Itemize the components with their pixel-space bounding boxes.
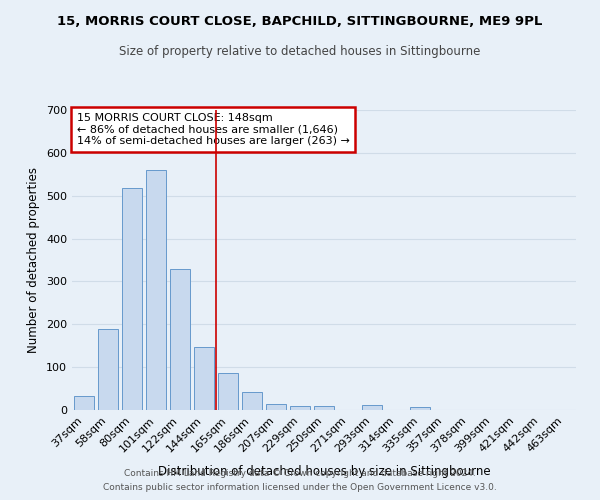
Bar xyxy=(122,188,142,410)
Bar xyxy=(170,268,190,410)
Bar xyxy=(362,406,382,410)
X-axis label: Distribution of detached houses by size in Sittingbourne: Distribution of detached houses by size … xyxy=(158,465,490,478)
Text: Contains public sector information licensed under the Open Government Licence v3: Contains public sector information licen… xyxy=(103,484,497,492)
Bar xyxy=(314,406,334,410)
Bar xyxy=(290,406,310,410)
Bar xyxy=(410,408,430,410)
Bar xyxy=(194,347,214,410)
Text: Size of property relative to detached houses in Sittingbourne: Size of property relative to detached ho… xyxy=(119,45,481,58)
Y-axis label: Number of detached properties: Number of detached properties xyxy=(28,167,40,353)
Text: 15, MORRIS COURT CLOSE, BAPCHILD, SITTINGBOURNE, ME9 9PL: 15, MORRIS COURT CLOSE, BAPCHILD, SITTIN… xyxy=(58,15,542,28)
Bar xyxy=(266,404,286,410)
Text: 15 MORRIS COURT CLOSE: 148sqm
← 86% of detached houses are smaller (1,646)
14% o: 15 MORRIS COURT CLOSE: 148sqm ← 86% of d… xyxy=(77,113,350,146)
Bar xyxy=(146,170,166,410)
Bar xyxy=(74,396,94,410)
Bar xyxy=(98,328,118,410)
Text: Contains HM Land Registry data © Crown copyright and database right 2024.: Contains HM Land Registry data © Crown c… xyxy=(124,468,476,477)
Bar xyxy=(242,392,262,410)
Bar xyxy=(218,372,238,410)
